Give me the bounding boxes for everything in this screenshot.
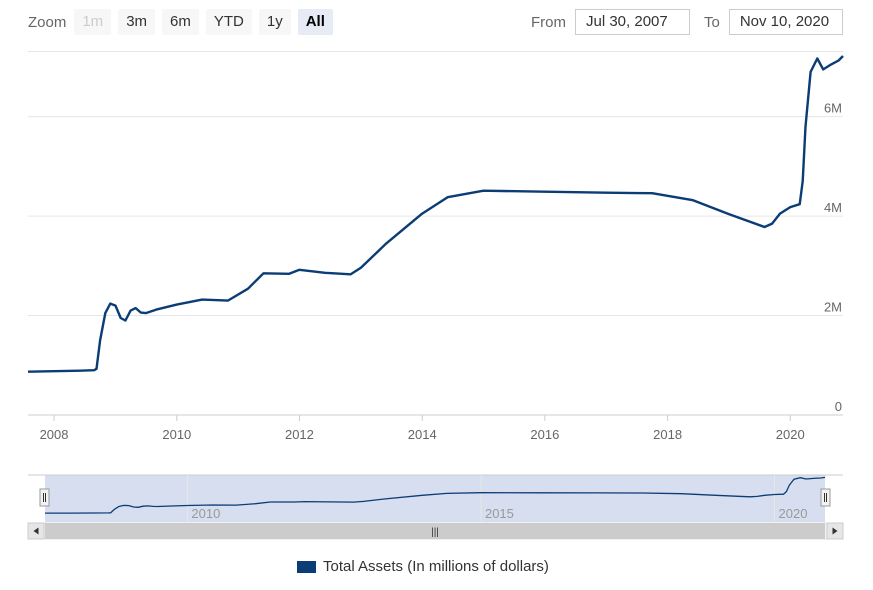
zoom-3m-button[interactable]: 3m [118, 9, 156, 35]
navigator-grid: 2010 2015 2020 [186, 475, 808, 522]
legend-label: Total Assets (In millions of dollars) [323, 558, 549, 575]
navigator-label: 2020 [779, 506, 808, 521]
x-tick-label: 2020 [776, 427, 805, 442]
navigator-mask [45, 475, 825, 522]
navigator-series-line [45, 476, 826, 514]
scrollbar-thumb[interactable] [45, 523, 825, 539]
scrollbar-right-arrow[interactable] [826, 522, 844, 540]
x-tick-label: 2008 [40, 427, 69, 442]
zoom-bar: Zoom 1m 3m 6m YTD 1y All [28, 9, 340, 35]
x-tick-label: 2016 [530, 427, 559, 442]
y-tick-label: 2M [824, 300, 842, 315]
x-tick-label: 2018 [653, 427, 682, 442]
navigator-handle-right[interactable] [820, 488, 831, 507]
y-axis-labels: 0 2M 4M 6M [824, 101, 842, 414]
x-tick-label: 2014 [408, 427, 437, 442]
date-range: From Jul 30, 2007 To Nov 10, 2020 [531, 9, 843, 35]
zoom-6m-button[interactable]: 6m [162, 9, 199, 35]
y-tick-label: 4M [824, 200, 842, 215]
zoom-label: Zoom [28, 13, 67, 31]
from-label: From [531, 13, 566, 31]
navigator-handle-left[interactable] [39, 488, 50, 507]
to-date-input[interactable]: Nov 10, 2020 [728, 9, 843, 35]
zoom-ytd-button[interactable]: YTD [205, 9, 252, 35]
legend-swatch [297, 560, 316, 573]
zoom-all-button[interactable]: All [297, 9, 333, 35]
y-tick-label: 6M [824, 101, 842, 116]
scrollbar-left-arrow[interactable] [27, 522, 45, 540]
x-axis-labels: 2008 2010 2012 2014 2016 2018 2020 [40, 415, 805, 442]
navigator-label: 2015 [485, 506, 514, 521]
line-chart: 0 2M 4M 6M 2008 2010 2012 2014 2016 2018 2020 201… [27, 51, 844, 540]
zoom-1y-button[interactable]: 1y [258, 9, 291, 35]
zoom-1m-button[interactable]: 1m [74, 9, 112, 35]
arrow-left-icon [33, 527, 39, 535]
navigator-label: 2010 [191, 506, 220, 521]
scrollbar[interactable]: ||| [27, 522, 844, 540]
from-date-input[interactable]: Jul 30, 2007 [575, 9, 690, 35]
x-tick-label: 2010 [162, 427, 191, 442]
to-label: To [704, 13, 720, 31]
navigator[interactable]: 2010 2015 2020 [28, 474, 843, 522]
grid-lines [28, 51, 843, 416]
x-tick-label: 2012 [285, 427, 314, 442]
legend[interactable]: Total Assets (In millions of dollars) [297, 558, 549, 575]
scrollbar-grip-icon: ||| [431, 527, 439, 538]
y-tick-label: 0 [835, 399, 842, 414]
arrow-right-icon [832, 527, 838, 535]
series-line-total-assets [27, 55, 844, 373]
